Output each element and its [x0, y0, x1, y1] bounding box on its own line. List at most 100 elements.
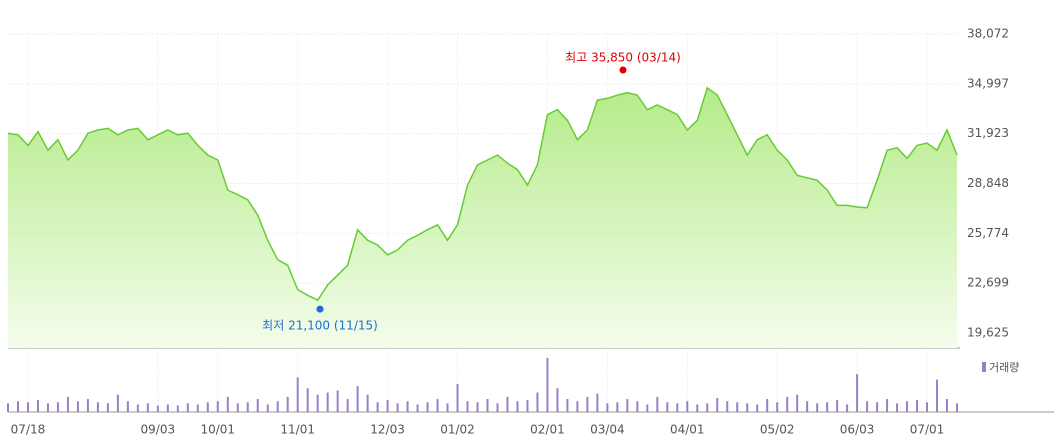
y-tick-label: 38,072: [967, 27, 1009, 41]
volume-bar: [556, 388, 559, 412]
volume-bar: [286, 396, 289, 412]
volume-bar: [86, 399, 89, 412]
price-area: [8, 87, 957, 349]
volume-bar: [676, 403, 679, 412]
volume-bar: [506, 396, 509, 412]
volume-bar: [636, 401, 639, 412]
volume-bar: [626, 399, 629, 412]
volume-bar: [596, 393, 599, 412]
volume-bar: [406, 401, 409, 412]
x-tick-label: 07/18: [11, 423, 46, 437]
volume-bar: [426, 402, 429, 412]
volume-bar: [646, 404, 649, 412]
volume-bar: [346, 399, 349, 412]
volume-bar: [116, 394, 119, 412]
volume-bar: [376, 402, 379, 412]
volume-bar: [946, 399, 949, 412]
x-tick-label: 01/02: [440, 423, 475, 437]
volume-bar: [856, 374, 859, 412]
volume-bar: [306, 388, 309, 412]
annotation-point: [316, 305, 324, 313]
volume-bar: [866, 401, 869, 412]
volume-bar: [456, 383, 459, 412]
y-tick-label: 25,774: [967, 226, 1009, 240]
volume-bar: [326, 392, 329, 412]
x-tick-label: 10/01: [200, 423, 235, 437]
volume-bar: [806, 401, 809, 412]
volume-bar: [486, 399, 489, 412]
volume-bar: [7, 403, 9, 412]
volume-bar: [26, 402, 29, 412]
volume-bar: [526, 400, 529, 412]
volume-bar: [886, 399, 889, 412]
volume-bar: [466, 401, 469, 412]
volume-bar: [386, 400, 389, 412]
volume-bar: [906, 401, 909, 412]
volume-bar: [616, 402, 619, 412]
volume-bar: [746, 403, 749, 412]
volume-bar: [716, 397, 719, 412]
volume-bar: [206, 402, 209, 412]
volume-bar: [436, 399, 439, 412]
volume-bar: [256, 399, 259, 412]
x-tick-label: 05/02: [760, 423, 795, 437]
y-tick-label: 28,848: [967, 176, 1009, 190]
volume-bar: [686, 401, 689, 412]
volume-bar: [846, 404, 849, 412]
volume-bar: [316, 394, 319, 412]
volume-bar: [46, 403, 49, 412]
volume-bar: [606, 403, 609, 412]
volume-bar: [56, 402, 59, 412]
volume-bar: [266, 404, 269, 412]
volume-bar: [656, 396, 659, 412]
x-tick-label: 04/01: [670, 423, 705, 437]
volume-bar: [446, 403, 449, 412]
volume-bar: [16, 401, 19, 412]
volume-bar: [796, 394, 799, 412]
volume-bar: [736, 402, 739, 412]
x-tick-label: 02/01: [530, 423, 565, 437]
volume-bar: [126, 401, 129, 412]
annotation-point: [619, 66, 627, 74]
volume-bar: [926, 402, 929, 412]
volume-bar: [836, 400, 839, 412]
volume-bar: [186, 403, 189, 412]
y-tick-label: 34,997: [967, 76, 1009, 90]
volume-bar: [706, 403, 709, 412]
volume-bar: [956, 403, 958, 412]
volume-legend-swatch: [982, 362, 986, 372]
volume-bar: [396, 403, 399, 412]
annotation-label: 최저 21,100 (11/15): [262, 319, 378, 333]
volume-bar: [896, 403, 899, 412]
volume-bar: [826, 402, 829, 412]
x-tick-label: 12/03: [370, 423, 405, 437]
annotation-label: 최고 35,850 (03/14): [565, 51, 681, 65]
volume-bar: [916, 400, 919, 412]
volume-bar: [196, 404, 199, 412]
volume-bar: [216, 401, 219, 412]
volume-bar: [106, 403, 109, 412]
y-tick-label: 19,625: [967, 326, 1009, 340]
volume-bar: [666, 402, 669, 412]
volume-bar: [766, 399, 769, 412]
volume-bar: [816, 403, 819, 412]
volume-bar: [756, 404, 759, 412]
volume-bar: [36, 400, 39, 412]
x-tick-label: 11/01: [280, 423, 315, 437]
volume-bar: [776, 402, 779, 412]
volume-bar: [156, 405, 159, 412]
x-tick-label: 09/03: [141, 423, 176, 437]
volume-bar: [236, 403, 239, 412]
volume-bar: [336, 390, 339, 412]
volume-bar: [876, 402, 879, 412]
volume-bar: [76, 401, 79, 412]
y-tick-label: 22,699: [967, 276, 1009, 290]
volume-bar: [586, 396, 589, 412]
volume-bar: [366, 394, 369, 412]
volume-bar: [276, 401, 279, 412]
volume-bar: [246, 402, 249, 412]
x-tick-label: 06/03: [840, 423, 875, 437]
price-line: [7, 86, 958, 302]
volume-bar: [536, 392, 539, 412]
